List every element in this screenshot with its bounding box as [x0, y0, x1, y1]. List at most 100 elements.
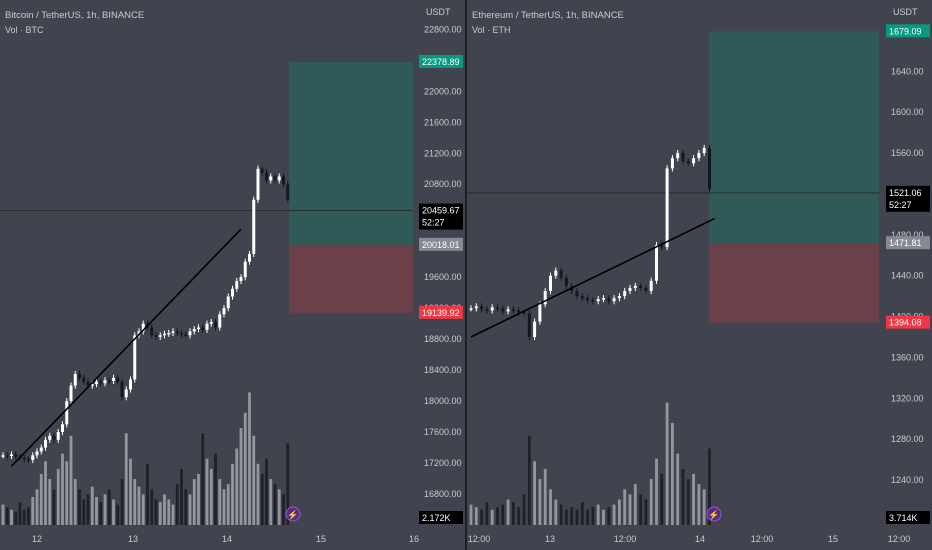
volume-bar	[35, 489, 39, 525]
candle	[129, 379, 132, 390]
volume-tag: 2.172K	[422, 513, 451, 523]
volume-bar	[201, 433, 205, 525]
chart-subtitle: Vol · ETH	[472, 25, 511, 35]
volume-bar	[133, 479, 137, 525]
candle	[517, 310, 521, 313]
volume-bar	[496, 507, 499, 525]
volume-bar	[158, 502, 162, 525]
volume-bar	[480, 509, 483, 525]
volume-bar	[277, 489, 281, 525]
current-price-tag: 20459.67	[422, 206, 460, 216]
candle	[591, 300, 595, 302]
volume-bar	[522, 494, 526, 525]
volume-tag-bg	[419, 511, 463, 524]
trend-line	[10, 228, 242, 467]
volume-bar	[708, 448, 711, 525]
flash-icon-glyph: ⚡	[287, 509, 298, 521]
y-tick-label: 1560.00	[891, 148, 924, 158]
candle	[474, 306, 478, 309]
x-tick-label: 13	[545, 534, 555, 544]
pane-divider[interactable]	[465, 0, 467, 550]
candle	[485, 309, 489, 311]
x-tick-label: 14	[222, 534, 232, 544]
candle	[501, 308, 505, 312]
take-profit-price-tag-bg	[886, 24, 930, 38]
candle	[273, 176, 277, 181]
stop-loss-price-tag: 19139.92	[422, 308, 460, 318]
candle	[623, 291, 627, 297]
currency-label: USDT	[893, 7, 918, 17]
candle	[496, 307, 499, 309]
volume-bar	[222, 489, 226, 525]
x-tick-label: 12	[32, 534, 42, 544]
volume-bar	[623, 489, 627, 525]
volume-bar	[116, 504, 120, 525]
candle	[180, 332, 183, 335]
chart-title: Ethereum / TetherUS, 1h, BINANCE	[472, 10, 624, 21]
candle	[95, 381, 98, 385]
volume-bar	[692, 474, 695, 525]
y-tick-label: 18800.00	[424, 334, 462, 344]
candle	[39, 447, 43, 452]
take-profit-zone	[289, 61, 413, 245]
candle	[665, 168, 669, 248]
volume-bar	[697, 484, 701, 525]
candle	[543, 291, 547, 305]
candle	[602, 298, 605, 300]
candle	[171, 331, 175, 333]
volume-bar	[554, 499, 558, 525]
candle	[226, 296, 230, 309]
candle	[633, 285, 637, 288]
current-price-tag-bg	[886, 185, 930, 212]
x-tick-label: 12:00	[751, 534, 774, 544]
volume-bar	[639, 494, 642, 525]
volume-bar	[239, 428, 243, 525]
candle	[167, 332, 171, 335]
volume-bar	[501, 504, 505, 525]
volume-bar	[543, 468, 547, 525]
volume-bar	[167, 499, 171, 525]
take-profit-price-tag: 22378.89	[422, 57, 460, 67]
volume-bar	[175, 484, 179, 525]
stop-loss-price-tag-bg	[886, 315, 930, 329]
volume-bar	[86, 494, 90, 525]
stop-loss-price-tag-bg	[419, 305, 463, 319]
btc-chart[interactable]: Bitcoin / TetherUS, 1h, BINANCE Vol · BTC…	[0, 0, 465, 550]
eth-chart[interactable]: Ethereum / TetherUS, 1h, BINANCE Vol · ET…	[467, 0, 932, 550]
volume-bar	[218, 479, 222, 525]
candle	[644, 287, 648, 292]
candle	[154, 335, 158, 337]
volume-bar	[99, 502, 103, 525]
candle	[5, 455, 9, 457]
entry-price-tag: 20018.01	[422, 240, 460, 250]
volume-bar	[676, 453, 680, 525]
volume-bar	[265, 458, 268, 525]
volume-bar	[69, 435, 73, 525]
candle	[538, 304, 542, 322]
volume-bar	[602, 509, 605, 525]
volume-bar	[10, 509, 13, 525]
candle	[243, 261, 247, 278]
candle	[112, 377, 115, 381]
x-tick-label: 16	[409, 534, 419, 544]
volume-bar	[702, 489, 706, 525]
volume-bar	[243, 412, 247, 525]
candle	[44, 439, 47, 448]
current-price-tag-bg	[419, 203, 463, 230]
candle	[90, 384, 94, 386]
volume-bar	[31, 496, 35, 525]
candle	[692, 158, 696, 164]
candle	[655, 245, 658, 281]
candle	[103, 380, 107, 384]
volume-bar	[1, 504, 5, 525]
candle	[265, 172, 268, 181]
candle	[56, 432, 60, 440]
candle	[1, 455, 5, 457]
y-tick-label: 1360.00	[891, 352, 924, 362]
candle	[580, 296, 584, 299]
volume-bar	[474, 507, 478, 525]
candle	[628, 287, 632, 292]
candle	[107, 380, 111, 382]
countdown-label: 52:27	[422, 218, 445, 228]
y-tick-label: 1440.00	[891, 271, 924, 281]
